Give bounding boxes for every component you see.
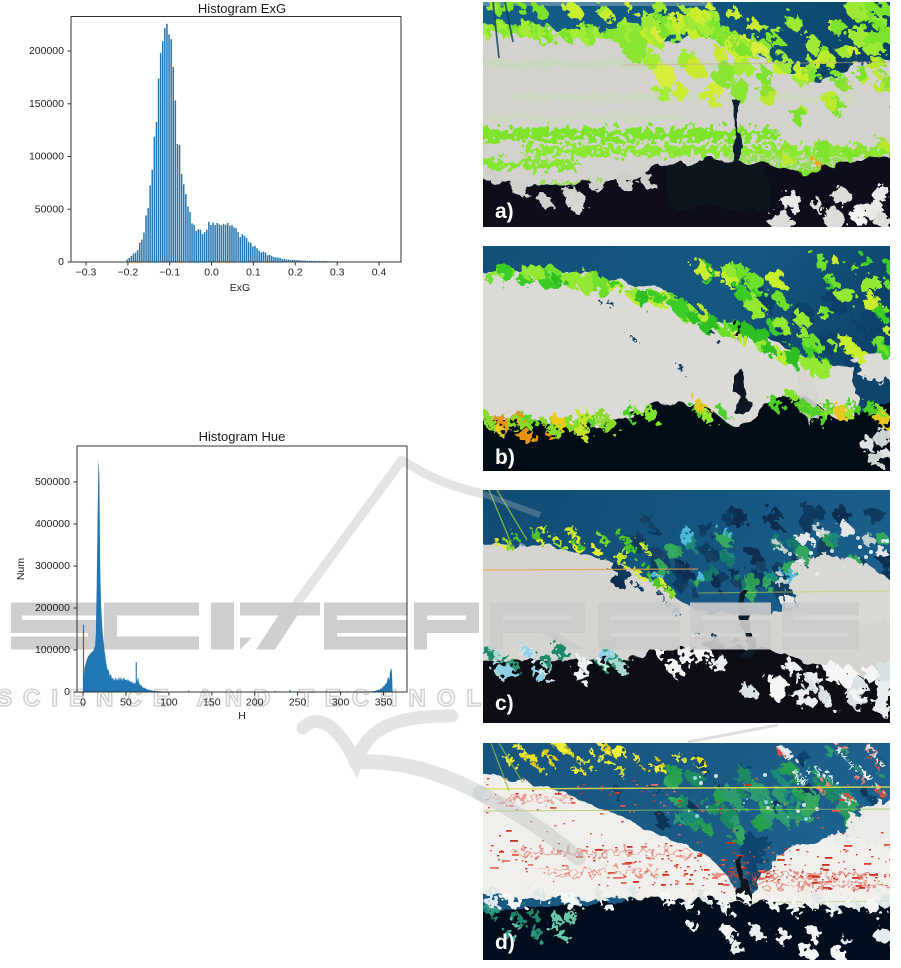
svg-text:c): c): [495, 692, 514, 715]
svg-text:0: 0: [80, 697, 86, 709]
svg-text:Num: Num: [15, 558, 27, 580]
svg-text:50000: 50000: [35, 203, 64, 215]
svg-text:−0.3: −0.3: [76, 267, 97, 279]
svg-text:a): a): [495, 200, 514, 223]
svg-text:H: H: [238, 710, 246, 722]
svg-text:0.1: 0.1: [246, 267, 261, 279]
svg-text:250: 250: [289, 697, 307, 709]
svg-text:b): b): [495, 446, 515, 469]
svg-text:100: 100: [160, 697, 178, 709]
svg-text:200000: 200000: [35, 602, 70, 614]
svg-text:200: 200: [246, 697, 264, 709]
svg-text:0: 0: [64, 686, 70, 698]
svg-text:300: 300: [332, 697, 350, 709]
svg-text:−0.2: −0.2: [118, 267, 139, 279]
svg-text:400000: 400000: [35, 518, 70, 530]
svg-text:Histogram Hue: Histogram Hue: [199, 429, 286, 444]
svg-text:d): d): [495, 931, 515, 954]
svg-text:ExG: ExG: [230, 282, 250, 294]
svg-text:0.2: 0.2: [288, 267, 303, 279]
svg-text:0.3: 0.3: [330, 267, 345, 279]
svg-text:0.0: 0.0: [204, 267, 219, 279]
svg-text:50: 50: [120, 697, 132, 709]
svg-text:350: 350: [375, 697, 393, 709]
svg-text:100000: 100000: [29, 151, 64, 163]
svg-text:Histogram ExG: Histogram ExG: [198, 1, 286, 16]
svg-text:0: 0: [58, 256, 64, 268]
svg-text:150000: 150000: [29, 98, 64, 110]
svg-text:500000: 500000: [35, 476, 70, 488]
svg-text:200000: 200000: [29, 45, 64, 57]
svg-text:0.4: 0.4: [372, 267, 387, 279]
svg-text:150: 150: [203, 697, 221, 709]
svg-text:300000: 300000: [35, 560, 70, 572]
svg-text:−0.1: −0.1: [159, 267, 180, 279]
svg-text:100000: 100000: [35, 644, 70, 656]
